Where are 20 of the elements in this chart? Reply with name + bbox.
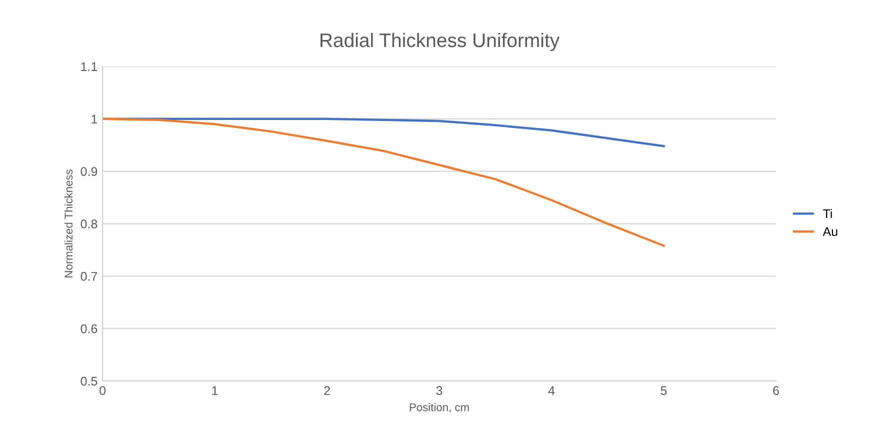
y-tick-label: 0.8 [80,220,98,228]
x-tick-label: 6 [773,386,779,396]
x-tick-label: 2 [324,386,330,395]
x-tick-label: 5 [660,386,667,396]
x-tick-label: 1 [212,386,218,395]
x-tick-label: 3 [436,386,442,396]
legend-label: Au [822,227,838,236]
y-axis-title: Normalized Thickness [64,170,73,278]
x-axis-title: Position, cm [410,403,469,413]
legend-label: Ti [823,208,832,218]
line-series [102,118,665,247]
x-tick-label: 0 [100,386,106,396]
chart-title: Radial Thickness Uniformity [320,32,560,52]
y-tick-label: 0.9 [80,167,98,176]
y-tick-label: 1.1 [81,62,98,71]
y-tick-label: 1 [92,114,98,124]
y-tick-label: 0.7 [80,272,98,281]
x-tick-label: 4 [548,386,555,395]
y-tick-label: 0.5 [80,376,98,386]
y-tick-label: 0.6 [80,324,98,334]
